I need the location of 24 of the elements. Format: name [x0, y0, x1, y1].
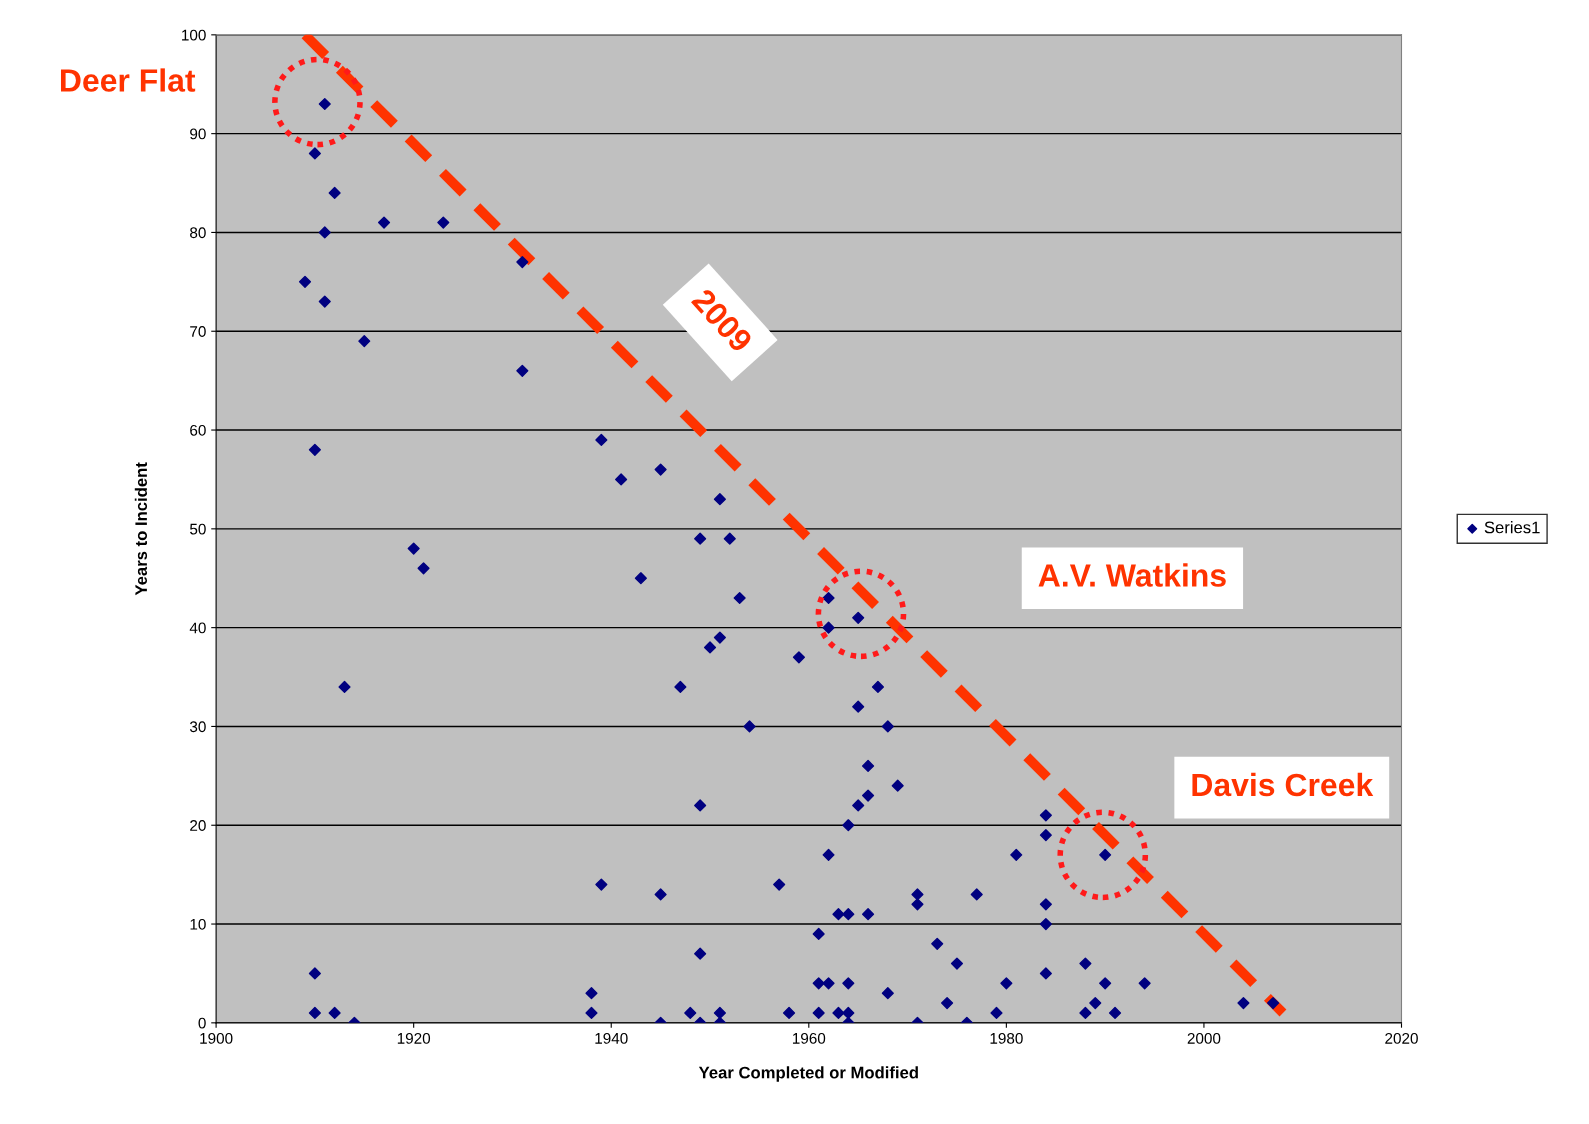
x-axis-title: Year Completed or Modified	[698, 1066, 918, 1082]
y-tick-label: 90	[190, 128, 206, 140]
x-tick-label: 1900	[200, 1032, 233, 1044]
x-tick-label: 1980	[990, 1032, 1023, 1044]
x-tick-label: 2000	[1187, 1032, 1221, 1044]
y-axis-title: Years to Incident	[134, 462, 148, 596]
x-tick-label: 1920	[397, 1032, 431, 1044]
y-tick-label: 70	[190, 326, 206, 337]
y-tick-label: 40	[189, 622, 206, 634]
x-tick-label: 1940	[595, 1032, 628, 1044]
legend-label: Series1	[1484, 521, 1540, 534]
y-tick-label: 50	[190, 523, 206, 535]
y-tick-label: 100	[182, 29, 206, 41]
x-tick-label: 1960	[792, 1032, 826, 1044]
y-tick-label: 80	[190, 227, 206, 239]
text: Deer Flat	[60, 68, 196, 92]
annotation: Davis Creek	[1192, 772, 1374, 797]
y-tick-label: 10	[190, 918, 206, 930]
x-tick-label: 2020	[1385, 1032, 1418, 1044]
y-tick-label: 60	[190, 424, 206, 436]
y-tick-label: 20	[190, 820, 206, 831]
y-tick-label: 30	[189, 721, 206, 733]
y-tick-label: 0	[198, 1017, 206, 1029]
annotation: A.V. Watkins	[1038, 563, 1226, 587]
